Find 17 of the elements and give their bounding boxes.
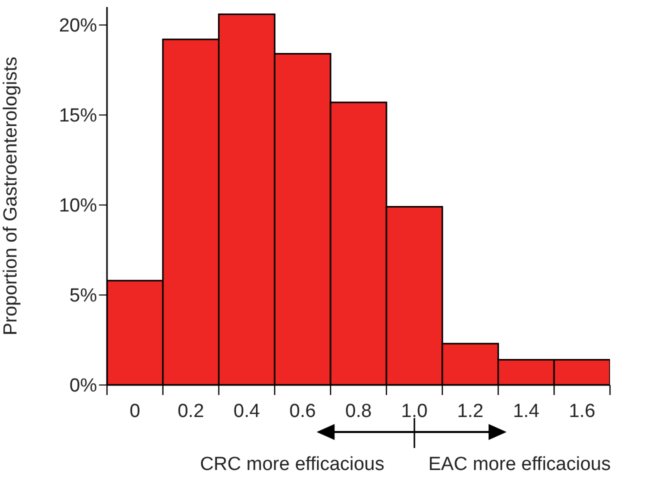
x-tick-label: 0.2 xyxy=(178,401,204,422)
y-tick-label: 15% xyxy=(58,106,98,127)
y-axis-title: Proportion of Gastroenterologists xyxy=(0,56,22,336)
y-tick-label: 0% xyxy=(70,376,98,397)
x-tick-label: 0.4 xyxy=(234,401,260,422)
text: CRC more efficacious xyxy=(200,454,384,475)
y-tick-label: 20% xyxy=(58,16,98,37)
x-tick-label: 1.2 xyxy=(457,401,484,422)
x-tick-label: 1.6 xyxy=(568,401,596,422)
x-tick-label: 1.4 xyxy=(512,401,540,422)
y-tick-label: 5% xyxy=(70,286,98,307)
x-tick-label: 0.8 xyxy=(345,401,372,422)
x-tick-label: 0.6 xyxy=(289,401,316,422)
x-tick-label: 0 xyxy=(130,401,140,422)
text: EAC more efficacious xyxy=(428,454,611,475)
y-tick-label: 10% xyxy=(58,196,98,217)
x-tick-label: 1.0 xyxy=(401,401,428,422)
